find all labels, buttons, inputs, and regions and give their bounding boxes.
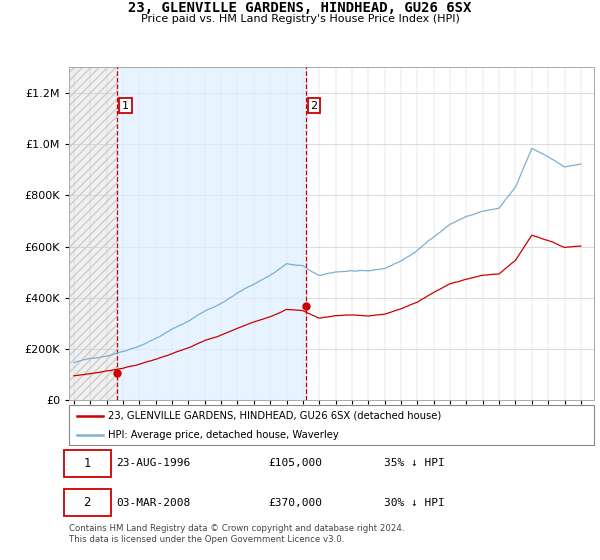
Text: Contains HM Land Registry data © Crown copyright and database right 2024.
This d: Contains HM Land Registry data © Crown c…: [69, 524, 404, 544]
Text: Price paid vs. HM Land Registry's House Price Index (HPI): Price paid vs. HM Land Registry's House …: [140, 14, 460, 24]
Text: HPI: Average price, detached house, Waverley: HPI: Average price, detached house, Wave…: [109, 430, 339, 440]
Text: 2: 2: [83, 496, 91, 509]
FancyBboxPatch shape: [64, 450, 111, 477]
Text: 23, GLENVILLE GARDENS, HINDHEAD, GU26 6SX (detached house): 23, GLENVILLE GARDENS, HINDHEAD, GU26 6S…: [109, 411, 442, 421]
Text: 1: 1: [83, 457, 91, 470]
Text: £105,000: £105,000: [269, 459, 323, 468]
Text: 30% ↓ HPI: 30% ↓ HPI: [384, 498, 445, 507]
Bar: [117, 67, 305, 400]
Text: 35% ↓ HPI: 35% ↓ HPI: [384, 459, 445, 468]
Text: 1: 1: [122, 101, 129, 111]
Text: 23, GLENVILLE GARDENS, HINDHEAD, GU26 6SX: 23, GLENVILLE GARDENS, HINDHEAD, GU26 6S…: [128, 1, 472, 15]
Bar: [69, 67, 117, 400]
Text: 2: 2: [311, 101, 317, 111]
FancyBboxPatch shape: [69, 405, 594, 445]
FancyBboxPatch shape: [64, 489, 111, 516]
Bar: [69, 67, 117, 400]
Text: £370,000: £370,000: [269, 498, 323, 507]
Text: 23-AUG-1996: 23-AUG-1996: [116, 459, 191, 468]
Text: 03-MAR-2008: 03-MAR-2008: [116, 498, 191, 507]
